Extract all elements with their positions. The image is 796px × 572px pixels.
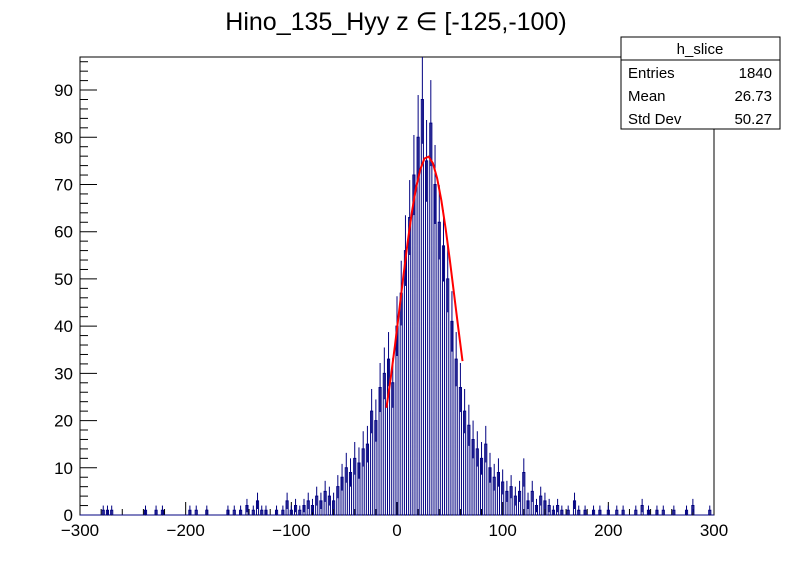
stats-label-stddev: Std Dev (628, 111, 682, 128)
y-tick-label: 90 (54, 81, 73, 100)
stats-label-entries: Entries (628, 65, 675, 82)
x-tick-label: −300 (61, 521, 99, 540)
y-tick-label: 10 (54, 459, 73, 478)
fit-curve (385, 155, 464, 408)
x-tick-label: 300 (700, 521, 728, 540)
y-tick-label: 0 (64, 506, 73, 525)
x-tick-label: −100 (272, 521, 310, 540)
x-tick-label: 100 (488, 521, 516, 540)
stats-label-mean: Mean (628, 88, 666, 105)
x-tick-label: −200 (167, 521, 205, 540)
stats-box-title: h_slice (677, 41, 724, 58)
histogram-bins (80, 57, 714, 516)
stats-value-stddev: 50.27 (734, 111, 772, 128)
stats-box-frame (620, 36, 781, 130)
x-tick-label: 200 (594, 521, 622, 540)
stats-value-mean: 26.73 (734, 88, 772, 105)
y-tick-label: 20 (54, 412, 73, 431)
plot-frame (79, 56, 715, 516)
stats-box: h_slice Entries 1840 Mean 26.73 Std Dev … (620, 36, 781, 130)
y-tick-label: 70 (54, 175, 73, 194)
chart-title: Hino_135_Hyy z ∈ [-125,-100) (225, 8, 566, 36)
gaussian-fit (385, 155, 464, 408)
y-tick-label: 40 (54, 317, 73, 336)
y-tick-label: 50 (54, 270, 73, 289)
stats-value-entries: 1840 (739, 65, 772, 82)
y-tick-label: 80 (54, 128, 73, 147)
y-tick-label: 60 (54, 223, 73, 242)
x-tick-label: 0 (392, 521, 401, 540)
axes: −300 −200 −100 0 100 200 300 0 10 20 30 40 50 60 70 80 9… (54, 61, 728, 540)
y-tick-label: 30 (54, 364, 73, 383)
